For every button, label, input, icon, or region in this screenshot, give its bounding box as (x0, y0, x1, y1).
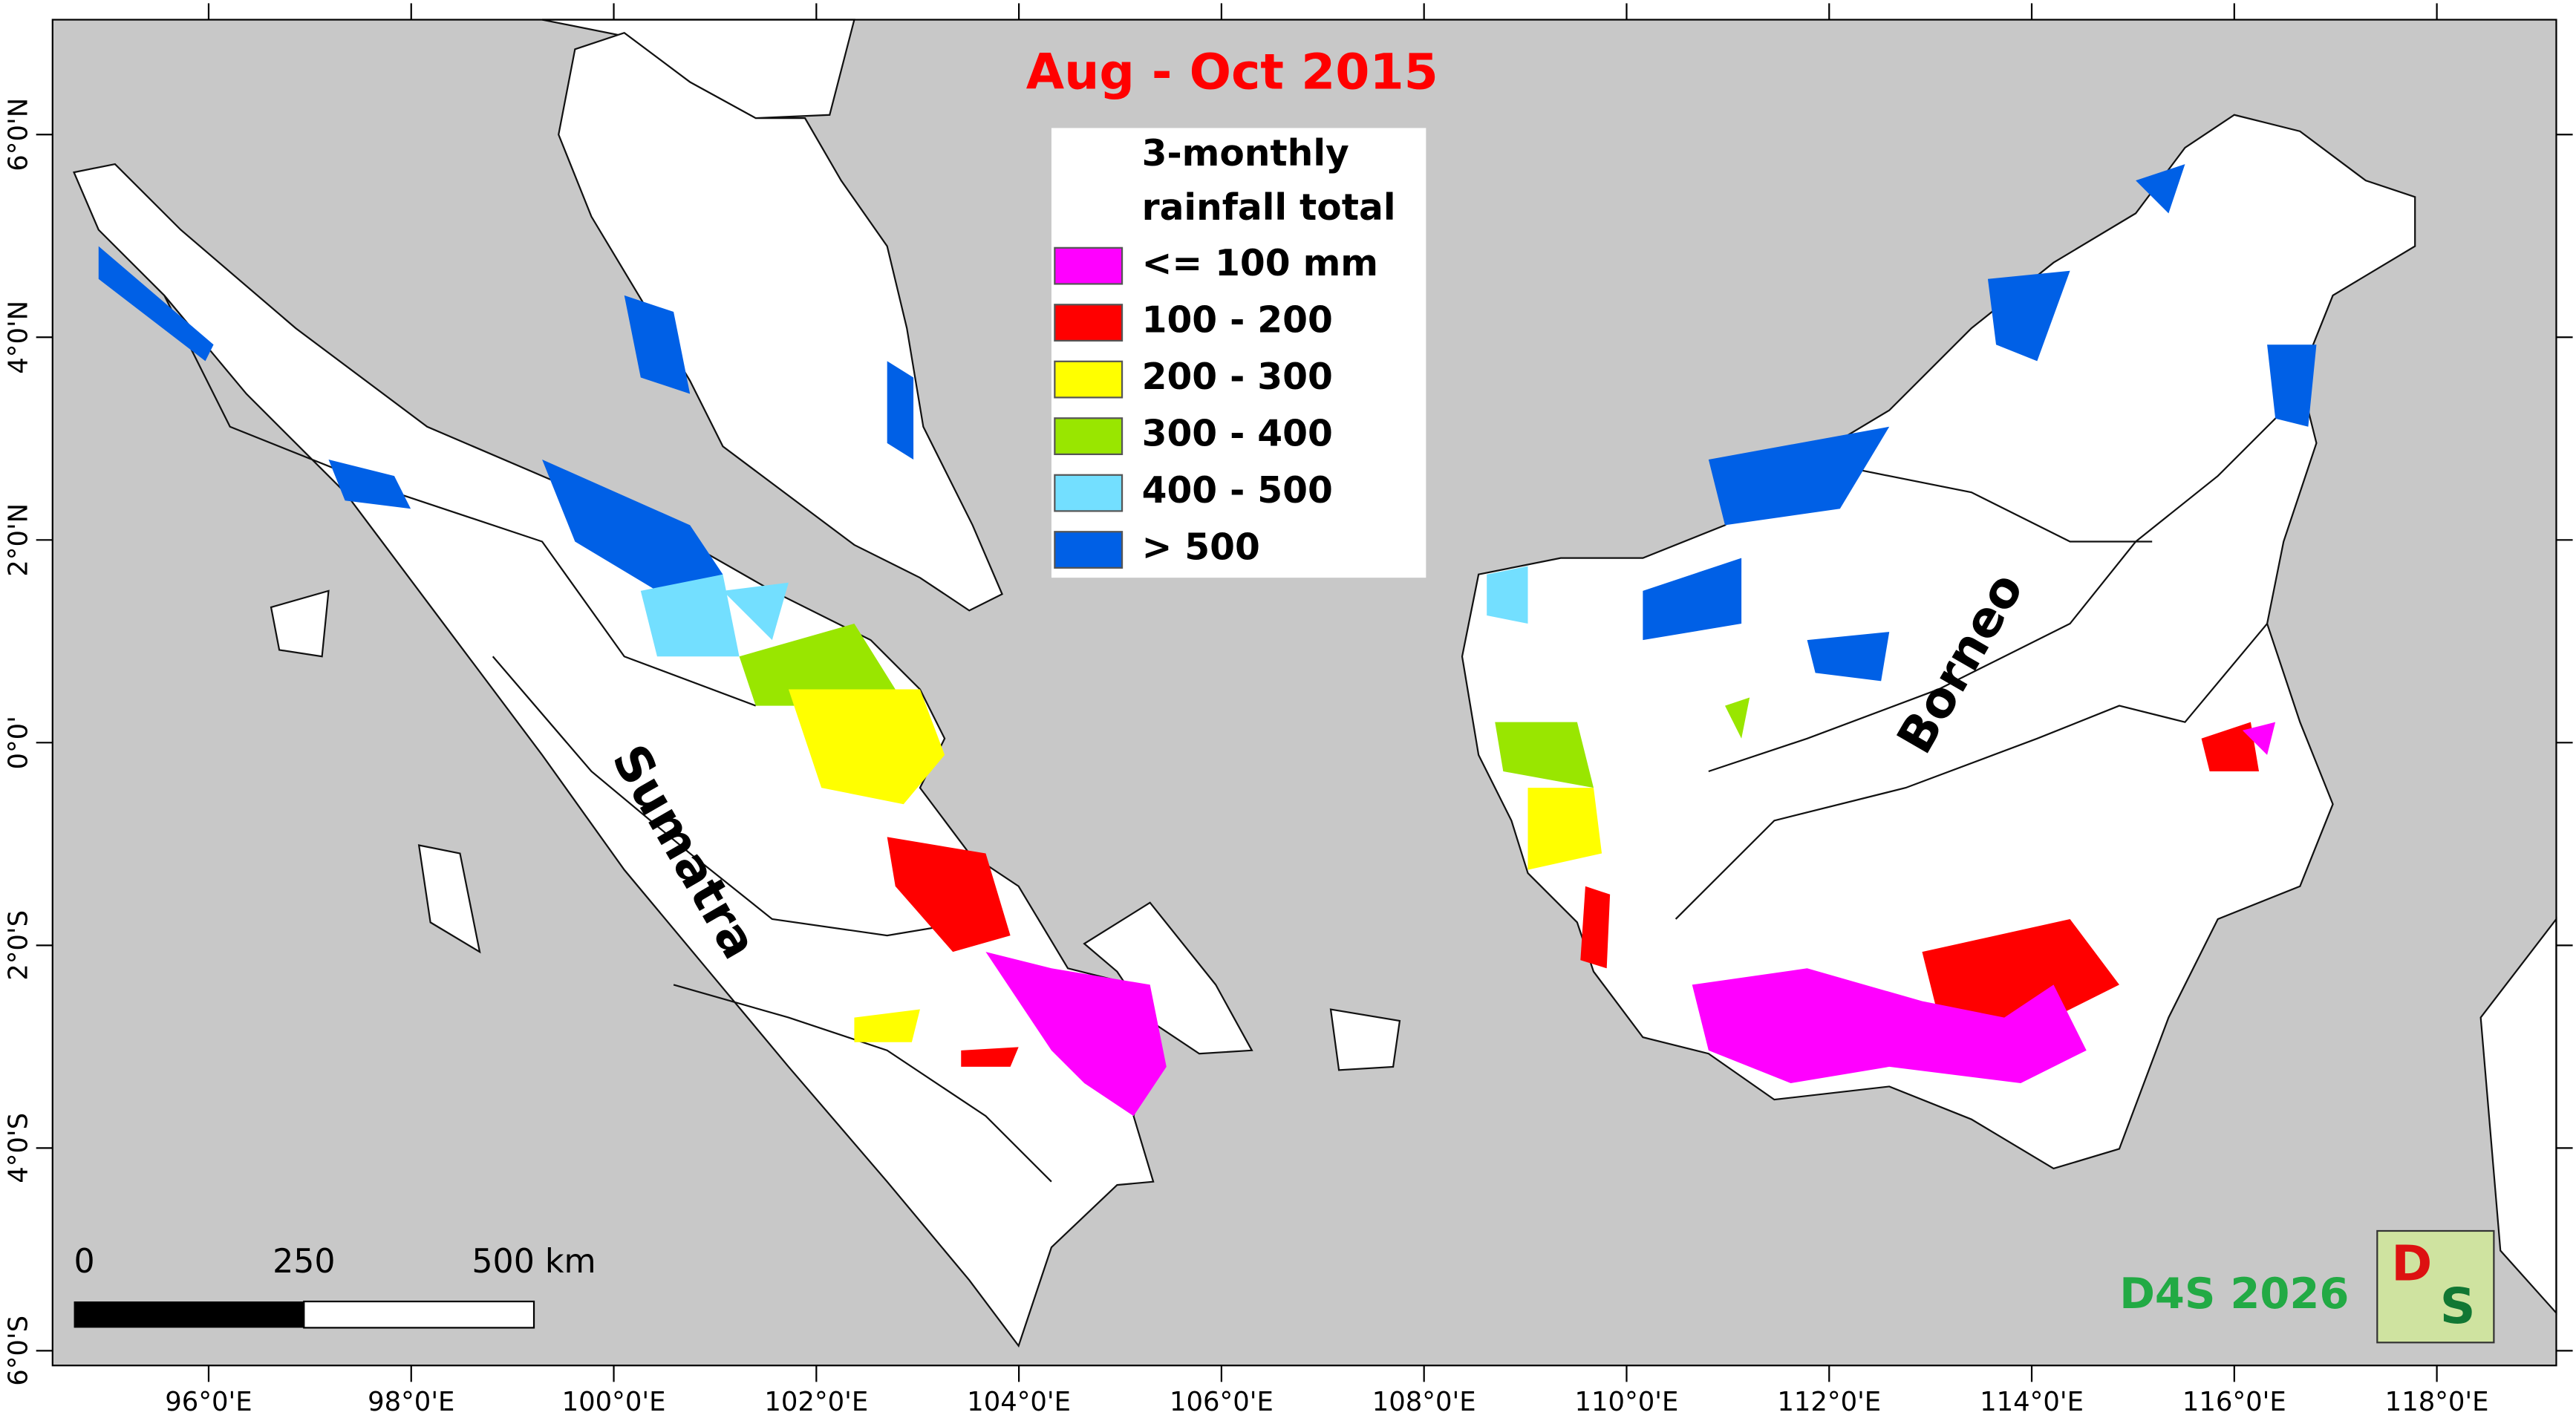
logo-letter: D (2391, 1235, 2432, 1293)
x-tick-label: 116°0'E (2182, 1387, 2286, 1417)
y-tick-label: 0°0' (4, 716, 34, 769)
legend-label: <= 100 mm (1142, 243, 1378, 284)
x-tick-label: 102°0'E (764, 1387, 868, 1417)
logo (2376, 1229, 2495, 1344)
x-tick-label: 110°0'E (1575, 1387, 1679, 1417)
legend-swatch (1054, 417, 1124, 456)
scale-label: 250 (273, 1243, 335, 1281)
rainfall-patch (961, 1047, 1019, 1067)
rainfall-patch (2136, 164, 2185, 214)
legend-swatch (1054, 531, 1124, 569)
legend-swatch (1054, 304, 1124, 342)
admin-border (1675, 623, 2268, 920)
rainfall-patch (1987, 270, 2070, 362)
land (73, 19, 2557, 1348)
x-tick-label: 114°0'E (1980, 1387, 2084, 1417)
rainfall-patch (2242, 722, 2276, 755)
rainfall-patch (887, 361, 914, 460)
rainfall-patch (1643, 558, 1742, 641)
rainfall-patch (854, 1009, 920, 1042)
rainfall-patch (985, 952, 1167, 1117)
legend-title: rainfall total (1142, 187, 1396, 229)
scale-label: 0 (74, 1243, 95, 1281)
legend-label: 300 - 400 (1142, 414, 1333, 455)
rainfall-patch (1708, 426, 1890, 526)
scale-bar (303, 1300, 535, 1329)
rainfall-patch (2267, 344, 2317, 427)
legend-swatch (1054, 246, 1124, 285)
rainfall-patch (723, 582, 789, 641)
belitung (1329, 1008, 1401, 1071)
rainfall-patch (1495, 722, 1594, 788)
rainfall-patch (1922, 918, 2119, 1034)
rainfall-patches (98, 164, 2317, 1117)
x-tick-label: 100°0'E (562, 1387, 666, 1417)
y-tick-label: 2°0'N (4, 503, 34, 577)
bangka (1083, 901, 1253, 1055)
rainfall-patch (1807, 632, 1890, 682)
scale-bar (74, 1301, 304, 1328)
scale-label: 500 km (472, 1243, 596, 1281)
x-tick-label: 118°0'E (2385, 1387, 2489, 1417)
admin-border (492, 656, 986, 937)
x-tick-label: 98°0'E (368, 1387, 454, 1417)
x-tick-label: 112°0'E (1777, 1387, 1881, 1417)
x-tick-label: 104°0'E (967, 1387, 1071, 1417)
credit: D4S 2026 (2119, 1269, 2349, 1319)
rainfall-patch (1487, 566, 1528, 624)
x-tick-label: 96°0'E (165, 1387, 252, 1417)
admin-border (1708, 409, 2284, 773)
legend-swatch (1054, 360, 1124, 399)
rainfall-patch (624, 295, 691, 394)
map-title: Aug - Oct 2015 (1026, 43, 1438, 101)
rainfall-patch (328, 459, 411, 509)
rainfall-patch (1724, 697, 1750, 739)
rainfall-patch (640, 574, 740, 657)
admin-border (673, 984, 1052, 1183)
island (270, 589, 330, 658)
rainfall-patch (739, 624, 896, 706)
y-tick-label: 2°0'S (4, 910, 34, 981)
legend-label: 100 - 200 (1142, 300, 1333, 342)
y-tick-label: 4°0'S (4, 1113, 34, 1183)
rainfall-patch (2201, 722, 2260, 772)
x-tick-label: 106°0'E (1170, 1387, 1274, 1417)
legend-label: > 500 (1142, 527, 1260, 569)
rainfall-patch (887, 837, 1011, 953)
admin-border (1807, 458, 2153, 543)
legend-swatch (1054, 474, 1124, 512)
rainfall-patch (1580, 886, 1611, 969)
admin-border (163, 295, 757, 707)
x-tick-label: 108°0'E (1372, 1387, 1476, 1417)
legend-label: 400 - 500 (1142, 470, 1333, 512)
legend-label: 200 - 300 (1142, 356, 1333, 398)
legend-title: 3-monthly (1142, 133, 1349, 174)
y-tick-label: 6°0'S (4, 1316, 34, 1386)
island (417, 844, 481, 954)
rainfall-patch (788, 689, 945, 805)
rainfall-patch (1692, 968, 2087, 1084)
logo-letter: S (2440, 1277, 2476, 1335)
y-tick-label: 4°0'N (4, 301, 34, 374)
rainfall-patch (1527, 788, 1602, 870)
y-tick-label: 6°0'N (4, 98, 34, 171)
rainfall-patch (98, 246, 214, 362)
frame (51, 19, 2557, 1367)
rainfall-patch (542, 459, 723, 591)
